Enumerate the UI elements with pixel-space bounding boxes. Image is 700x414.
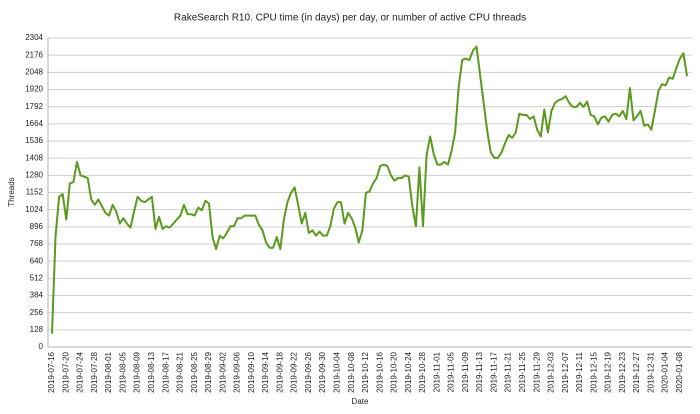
y-tick-label: 0 <box>39 342 44 351</box>
x-tick-label: 2019-12-27 <box>632 351 641 392</box>
y-tick-label: 1280 <box>25 170 43 179</box>
y-tick-label: 1792 <box>25 102 43 111</box>
x-tick-label: 2019-11-01 <box>432 351 441 392</box>
x-tick-label: 2019-07-20 <box>61 351 70 392</box>
x-tick-label: 2019-12-19 <box>604 351 613 392</box>
x-axis-label: Date <box>352 397 369 406</box>
x-tick-label: 2019-08-13 <box>147 351 156 392</box>
x-tick-label: 2019-10-16 <box>375 351 384 392</box>
x-tick-label: 2020-01-04 <box>661 351 670 392</box>
x-tick-label: 2019-09-30 <box>318 351 327 392</box>
y-tick-label: 768 <box>30 239 44 248</box>
y-tick-label: 128 <box>30 325 44 334</box>
x-tick-label: 2019-12-03 <box>547 351 556 392</box>
y-tick-label: 640 <box>30 256 44 265</box>
y-tick-label: 1664 <box>25 119 43 128</box>
x-tick-label: 2019-10-04 <box>333 351 342 392</box>
y-tick-label: 2304 <box>25 33 43 42</box>
x-tick-label: 2019-09-22 <box>290 351 299 392</box>
x-tick-label: 2019-11-09 <box>461 351 470 392</box>
x-tick-label: 2019-10-24 <box>404 351 413 392</box>
x-tick-label: 2019-08-17 <box>161 351 170 392</box>
y-tick-label: 1920 <box>25 85 43 94</box>
x-tick-label: 2019-07-16 <box>47 351 56 392</box>
y-tick-label: 2176 <box>25 50 43 59</box>
x-tick-label: 2019-07-28 <box>90 351 99 392</box>
x-tick-label: 2019-07-24 <box>76 351 85 392</box>
x-tick-label: 2019-10-20 <box>390 351 399 392</box>
x-tick-label: 2019-09-06 <box>233 351 242 392</box>
y-tick-label: 256 <box>30 308 44 317</box>
x-tick-label: 2019-09-02 <box>218 351 227 392</box>
x-tick-label: 2019-12-23 <box>618 351 627 392</box>
x-tick-label: 2019-09-10 <box>247 351 256 392</box>
x-tick-label: 2019-08-01 <box>104 351 113 392</box>
x-tick-label: 2019-12-15 <box>589 351 598 392</box>
y-tick-label: 384 <box>30 291 44 300</box>
x-tick-label: 2019-11-29 <box>532 351 541 392</box>
x-tick-label: 2019-09-18 <box>275 351 284 392</box>
x-tick-label: 2019-11-05 <box>447 351 456 392</box>
x-tick-label: 2019-10-12 <box>361 351 370 392</box>
x-tick-label: 2019-11-21 <box>504 351 513 392</box>
x-tick-label: 2019-08-21 <box>176 351 185 392</box>
x-tick-label: 2019-08-09 <box>133 351 142 392</box>
x-tick-label: 2019-12-31 <box>646 351 655 392</box>
x-tick-label: 2019-11-25 <box>518 351 527 392</box>
data-line <box>51 45 688 334</box>
x-tick-label: 2019-09-26 <box>304 351 313 392</box>
x-tick-label: 2019-12-07 <box>561 351 570 392</box>
y-tick-label: 1152 <box>26 188 44 197</box>
y-tick-label: 896 <box>30 222 44 231</box>
x-tick-label: 2019-08-05 <box>118 351 127 392</box>
y-tick-label: 1024 <box>25 205 43 214</box>
x-tick-label: 2019-10-28 <box>418 351 427 392</box>
x-tick-label: 2020-01-08 <box>675 351 684 392</box>
x-tick-label: 2019-11-13 <box>475 351 484 392</box>
y-tick-label: 2048 <box>25 67 43 76</box>
x-tick-label: 2019-08-25 <box>190 351 199 392</box>
y-tick-label: 1536 <box>25 136 43 145</box>
x-tick-label: 2019-12-11 <box>575 351 584 392</box>
x-tick-label: 2019-09-14 <box>261 351 270 392</box>
x-tick-label: 2019-08-29 <box>204 351 213 392</box>
y-tick-label: 512 <box>30 273 44 282</box>
x-tick-label: 2019-10-08 <box>347 351 356 392</box>
y-axis-label: Threads <box>7 177 16 206</box>
chart-title: RakeSearch R10. CPU time (in days) per d… <box>174 13 526 24</box>
y-tick-label: 1408 <box>25 153 43 162</box>
x-tick-label: 2019-11-17 <box>489 351 498 392</box>
